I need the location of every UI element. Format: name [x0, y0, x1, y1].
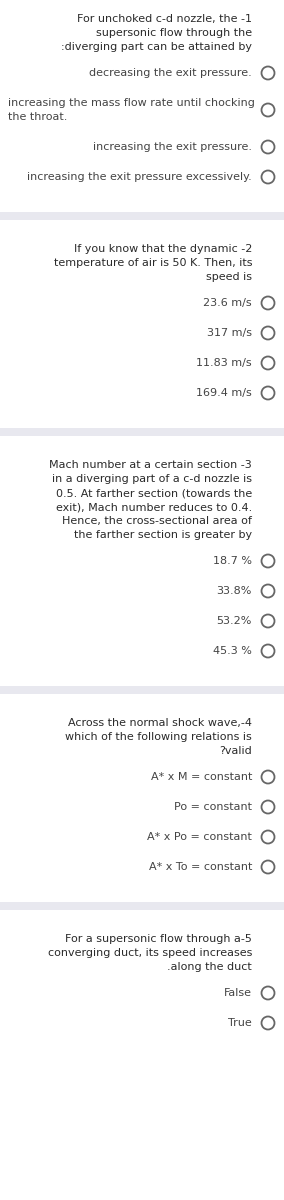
Text: increasing the exit pressure excessively.: increasing the exit pressure excessively…: [27, 172, 252, 182]
Text: False: False: [224, 988, 252, 998]
Text: For a supersonic flow through a-5: For a supersonic flow through a-5: [65, 934, 252, 944]
Text: Across the normal shock wave,-4: Across the normal shock wave,-4: [68, 718, 252, 728]
Text: 23.6 m/s: 23.6 m/s: [203, 298, 252, 308]
Text: the throat.: the throat.: [8, 112, 67, 122]
Text: temperature of air is 50 K. Then, its: temperature of air is 50 K. Then, its: [53, 258, 252, 268]
Text: 0.5. At farther section (towards the: 0.5. At farther section (towards the: [56, 488, 252, 498]
Text: 53.2%: 53.2%: [217, 616, 252, 626]
Text: speed is: speed is: [206, 272, 252, 282]
Text: the farther section is greater by: the farther section is greater by: [74, 530, 252, 540]
Bar: [0, 212, 284, 220]
Text: 33.8%: 33.8%: [217, 586, 252, 596]
Bar: [0, 686, 284, 694]
Text: A* x M = constant: A* x M = constant: [151, 772, 252, 782]
Text: Hence, the cross-sectional area of: Hence, the cross-sectional area of: [62, 516, 252, 526]
Text: A* x To = constant: A* x To = constant: [149, 862, 252, 872]
Text: True: True: [228, 1018, 252, 1028]
Text: exit), Mach number reduces to 0.4.: exit), Mach number reduces to 0.4.: [56, 502, 252, 512]
Text: If you know that the dynamic -2: If you know that the dynamic -2: [74, 244, 252, 254]
Text: increasing the exit pressure.: increasing the exit pressure.: [93, 142, 252, 152]
Text: For unchoked c-d nozzle, the -1: For unchoked c-d nozzle, the -1: [77, 14, 252, 24]
Text: decreasing the exit pressure.: decreasing the exit pressure.: [89, 68, 252, 78]
Text: in a diverging part of a c-d nozzle is: in a diverging part of a c-d nozzle is: [52, 474, 252, 484]
Text: 169.4 m/s: 169.4 m/s: [196, 388, 252, 398]
Text: 45.3 %: 45.3 %: [213, 646, 252, 656]
Text: :diverging part can be attained by: :diverging part can be attained by: [61, 42, 252, 52]
Text: .along the duct: .along the duct: [167, 962, 252, 972]
Text: increasing the mass flow rate until chocking: increasing the mass flow rate until choc…: [8, 98, 255, 108]
Text: 18.7 %: 18.7 %: [213, 556, 252, 566]
Text: Mach number at a certain section -3: Mach number at a certain section -3: [49, 460, 252, 470]
Text: 317 m/s: 317 m/s: [207, 328, 252, 338]
Text: 11.83 m/s: 11.83 m/s: [196, 358, 252, 368]
Text: A* x Po = constant: A* x Po = constant: [147, 832, 252, 842]
Bar: [0, 428, 284, 436]
Text: supersonic flow through the: supersonic flow through the: [96, 28, 252, 38]
Text: ?valid: ?valid: [219, 746, 252, 756]
Text: Po = constant: Po = constant: [174, 802, 252, 812]
Text: converging duct, its speed increases: converging duct, its speed increases: [48, 948, 252, 958]
Text: which of the following relations is: which of the following relations is: [65, 732, 252, 742]
Bar: [0, 902, 284, 910]
